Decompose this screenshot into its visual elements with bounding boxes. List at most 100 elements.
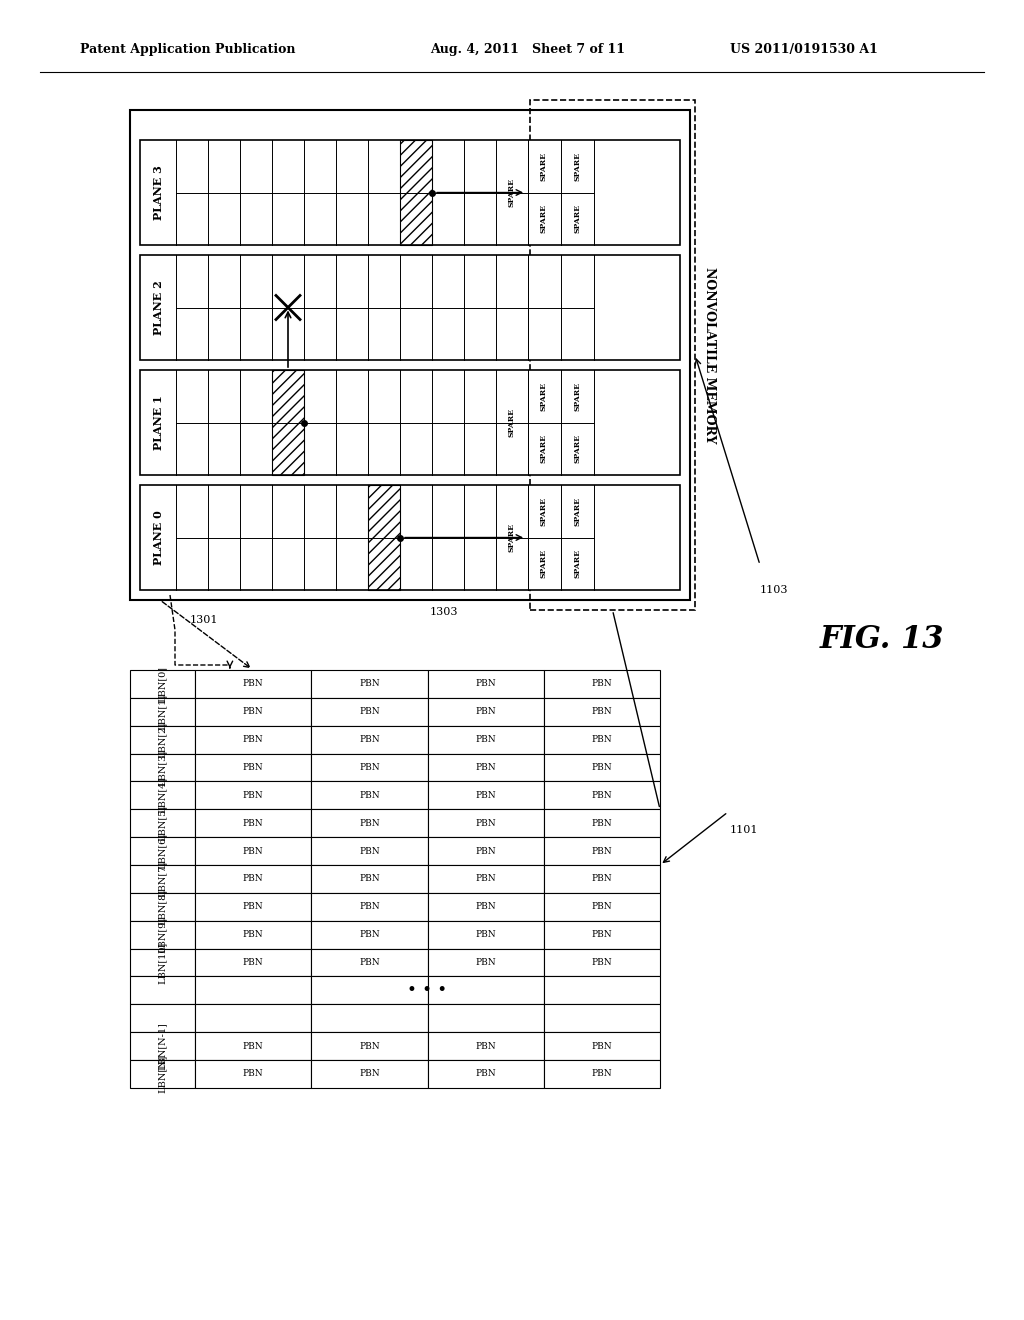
Text: PBN: PBN <box>359 708 380 717</box>
Bar <box>130 110 690 601</box>
Text: PBN: PBN <box>592 1069 612 1078</box>
Text: PBN: PBN <box>592 680 612 689</box>
Bar <box>195 1005 311 1032</box>
Bar <box>427 698 544 726</box>
Bar <box>130 809 195 837</box>
Text: PBN: PBN <box>359 846 380 855</box>
Bar <box>130 865 195 892</box>
Text: LBN[4]: LBN[4] <box>158 777 167 813</box>
Text: PBN: PBN <box>359 1041 380 1051</box>
Bar <box>195 781 311 809</box>
Text: SPARE: SPARE <box>573 434 581 463</box>
Text: PBN: PBN <box>475 763 496 772</box>
Bar <box>544 1032 660 1060</box>
Bar <box>130 977 195 1005</box>
Bar <box>427 809 544 837</box>
Text: PBN: PBN <box>359 791 380 800</box>
Bar <box>427 949 544 977</box>
Bar <box>311 1005 427 1032</box>
Bar <box>544 949 660 977</box>
Text: PBN: PBN <box>243 846 263 855</box>
Bar <box>368 484 400 590</box>
Bar <box>130 698 195 726</box>
Text: PBN: PBN <box>359 1069 380 1078</box>
Bar <box>311 1032 427 1060</box>
Text: LBN[0]: LBN[0] <box>158 665 167 702</box>
Bar <box>195 949 311 977</box>
Text: LBN[6]: LBN[6] <box>158 833 167 869</box>
Text: PBN: PBN <box>243 1069 263 1078</box>
Bar <box>544 921 660 949</box>
Bar <box>427 671 544 698</box>
Bar <box>195 1032 311 1060</box>
Text: PBN: PBN <box>243 903 263 911</box>
Text: PLANE 0: PLANE 0 <box>153 510 164 565</box>
Text: SPARE: SPARE <box>508 523 516 552</box>
Bar <box>130 1060 195 1088</box>
Text: PBN: PBN <box>359 763 380 772</box>
Text: PBN: PBN <box>359 903 380 911</box>
Bar <box>311 865 427 892</box>
Text: SPARE: SPARE <box>573 152 581 181</box>
Text: LBN[1]: LBN[1] <box>158 694 167 730</box>
Bar <box>140 140 680 246</box>
Text: PBN: PBN <box>592 846 612 855</box>
Bar <box>311 671 427 698</box>
Bar <box>427 781 544 809</box>
Bar <box>195 977 311 1005</box>
Text: PBN: PBN <box>359 874 380 883</box>
Text: PBN: PBN <box>475 791 496 800</box>
Text: SPARE: SPARE <box>508 178 516 207</box>
Text: LBN[2]: LBN[2] <box>158 722 167 758</box>
Text: PBN: PBN <box>475 903 496 911</box>
Text: PBN: PBN <box>475 680 496 689</box>
Text: PBN: PBN <box>592 708 612 717</box>
Bar <box>311 1060 427 1088</box>
Text: PBN: PBN <box>243 763 263 772</box>
Bar <box>427 837 544 865</box>
Text: PBN: PBN <box>359 818 380 828</box>
Text: PLANE 2: PLANE 2 <box>153 280 164 335</box>
Bar <box>544 865 660 892</box>
Text: FIG. 13: FIG. 13 <box>820 624 944 656</box>
Bar <box>272 370 304 475</box>
Bar <box>544 671 660 698</box>
Bar <box>195 837 311 865</box>
Text: PBN: PBN <box>592 931 612 939</box>
Text: Aug. 4, 2011   Sheet 7 of 11: Aug. 4, 2011 Sheet 7 of 11 <box>430 44 625 57</box>
Text: PBN: PBN <box>475 931 496 939</box>
Bar <box>130 754 195 781</box>
Text: PBN: PBN <box>592 791 612 800</box>
Bar <box>130 1005 195 1032</box>
Bar <box>130 726 195 754</box>
Bar <box>544 754 660 781</box>
Bar <box>311 781 427 809</box>
Text: PBN: PBN <box>592 1041 612 1051</box>
Text: LBN[7]: LBN[7] <box>158 861 167 898</box>
Text: 1103: 1103 <box>760 585 788 595</box>
Text: PBN: PBN <box>475 874 496 883</box>
Text: PBN: PBN <box>475 1069 496 1078</box>
Bar <box>130 921 195 949</box>
Text: PBN: PBN <box>592 763 612 772</box>
Text: PBN: PBN <box>475 818 496 828</box>
Bar <box>195 671 311 698</box>
Text: SPARE: SPARE <box>573 496 581 525</box>
Bar <box>311 921 427 949</box>
Bar <box>544 977 660 1005</box>
Text: PBN: PBN <box>359 680 380 689</box>
Text: PBN: PBN <box>243 958 263 968</box>
Text: SPARE: SPARE <box>573 205 581 234</box>
Bar <box>195 754 311 781</box>
Bar <box>427 977 544 1005</box>
Text: LBN[3]: LBN[3] <box>158 750 167 785</box>
Text: SPARE: SPARE <box>540 434 548 463</box>
Text: PBN: PBN <box>243 791 263 800</box>
Bar <box>195 921 311 949</box>
Bar <box>427 1060 544 1088</box>
Bar <box>195 1060 311 1088</box>
Bar <box>544 726 660 754</box>
Text: LBN[5]: LBN[5] <box>158 805 167 841</box>
Text: PBN: PBN <box>359 958 380 968</box>
Text: Patent Application Publication: Patent Application Publication <box>80 44 296 57</box>
